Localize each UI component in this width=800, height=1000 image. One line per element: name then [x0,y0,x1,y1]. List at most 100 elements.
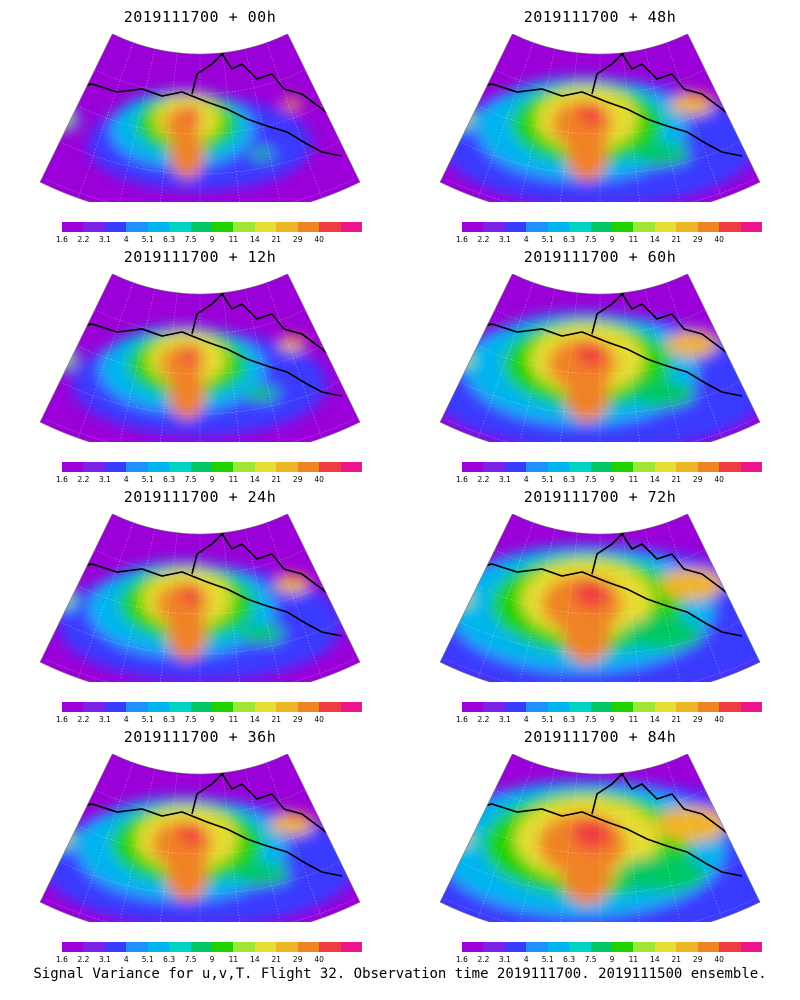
colorbar-tick-label: 14 [250,955,260,964]
colorbar-tick-label: 21 [271,715,282,724]
colorbar [462,462,763,472]
colorbar-tick-label: 5.1 [541,715,554,724]
colorbar-swatch [633,942,656,952]
colorbar-swatch [612,942,634,952]
colorbar-tick-label: 6.3 [563,955,576,964]
colorbar-tick-label: 40 [314,235,324,244]
colorbar-swatch [654,942,677,952]
colorbar-tick-label: 1.6 [56,955,68,964]
colorbar-swatch [590,942,613,952]
colorbar-tick-label: 1.6 [456,235,468,244]
colorbar-tick-label: 4 [123,235,129,244]
colorbar-tick-label: 29 [292,235,303,244]
colorbar-swatch [719,462,742,472]
variance-map [439,274,761,442]
colorbar-swatch [526,222,549,232]
panel-title: 2019111700 + 72h [523,488,677,506]
colorbar-swatch [633,702,656,712]
colorbar-swatch [147,222,170,232]
colorbar-tick-label: 21 [271,475,282,484]
colorbar-tick-label: 2.2 [477,235,490,244]
colorbar-tick-label: 29 [292,475,303,484]
colorbar-swatch [612,222,634,232]
colorbar-tick-label: 6.3 [163,955,176,964]
colorbar-swatch [504,942,527,952]
colorbar-swatch [62,942,84,952]
colorbar-swatch [276,942,299,952]
colorbar-tick-label: 29 [692,715,703,724]
map-panel-60h: 2019111700 + 60h 1.6 2.2 3.1 4 5.1 6.3 7.5 9 11 1… [400,240,800,484]
colorbar-swatch [254,462,277,472]
colorbar-tick-label: 6.3 [163,475,176,484]
colorbar-ticks: 1.6 2.2 3.1 4 5.1 6.3 7.5 9 11 14 21 29 40 [48,715,388,725]
colorbar-swatch [83,702,106,712]
figure-caption: Signal Variance for u,v,T. Flight 32. Ob… [33,966,767,982]
colorbar-ticks: 1.6 2.2 3.1 4 5.1 6.3 7.5 9 11 14 21 29 40 [448,475,788,485]
colorbar-swatch [190,222,213,232]
colorbar-swatch [147,702,170,712]
colorbar-ticks: 1.6 2.2 3.1 4 5.1 6.3 7.5 9 11 14 21 29 40 [448,235,788,245]
colorbar-tick-label: 2.2 [77,715,90,724]
colorbar-tick-label: 9 [609,715,615,724]
colorbar-swatch [126,222,149,232]
map-panel-00h: 2019111700 + 00h 1.6 2.2 3.1 4 5.1 6.3 7.5 9 11 1… [0,0,400,244]
colorbar-tick-label: 5.1 [141,955,154,964]
colorbar-tick-label: 9 [209,235,215,244]
colorbar-swatch [654,462,677,472]
colorbar-swatch [169,462,192,472]
colorbar-tick-label: 7.5 [184,475,197,484]
colorbar-swatch [462,702,484,712]
colorbar-tick-label: 40 [714,235,724,244]
variance-map [439,514,761,682]
colorbar-swatch [83,462,106,472]
colorbar-tick-label: 40 [714,955,724,964]
colorbar-swatch [719,942,742,952]
colorbar-tick-label: 2.2 [477,955,490,964]
colorbar-swatch [697,462,720,472]
colorbar-swatch [340,942,363,952]
colorbar-swatch [62,702,84,712]
colorbar-tick-label: 3.1 [98,475,111,484]
colorbar-tick-label: 21 [671,955,682,964]
colorbar-swatch [169,222,192,232]
colorbar-swatch [569,462,592,472]
colorbar-swatch [297,942,320,952]
colorbar-swatch [297,222,320,232]
colorbar-tick-label: 3.1 [498,475,511,484]
colorbar-tick-label: 5.1 [141,715,154,724]
colorbar-swatch [526,942,549,952]
colorbar-ticks: 1.6 2.2 3.1 4 5.1 6.3 7.5 9 11 14 21 29 40 [48,235,388,245]
variance-map [39,274,361,442]
colorbar-tick-label: 6.3 [163,235,176,244]
colorbar-swatch [319,942,342,952]
colorbar-swatch [212,462,234,472]
colorbar-tick-label: 40 [714,715,724,724]
colorbar-swatch [276,222,299,232]
colorbar-tick-label: 29 [692,235,703,244]
colorbar-swatch [62,222,84,232]
colorbar-tick-label: 29 [292,715,303,724]
colorbar-tick-label: 7.5 [584,715,597,724]
variance-field [39,754,361,922]
variance-field [39,514,361,682]
colorbar-tick-label: 11 [228,235,239,244]
colorbar-swatch [319,462,342,472]
colorbar [62,942,363,952]
map-panel-12h: 2019111700 + 12h 1.6 2.2 3.1 4 5.1 6.3 7.5 9 11 1… [0,240,400,484]
colorbar-swatch [212,942,234,952]
colorbar-swatch [740,942,763,952]
colorbar-tick-label: 14 [250,235,260,244]
colorbar-swatch [190,462,213,472]
colorbar-tick-label: 11 [628,955,639,964]
colorbar-tick-label: 2.2 [477,715,490,724]
panel-title: 2019111700 + 00h [123,8,277,26]
colorbar-tick-label: 40 [314,955,324,964]
panel-title: 2019111700 + 24h [123,488,277,506]
colorbar-swatch [190,942,213,952]
colorbar-swatch [654,222,677,232]
colorbar-tick-label: 7.5 [584,475,597,484]
colorbar-swatch [719,702,742,712]
colorbar-swatch [276,462,299,472]
colorbar-swatch [276,702,299,712]
colorbar-swatch [612,702,634,712]
